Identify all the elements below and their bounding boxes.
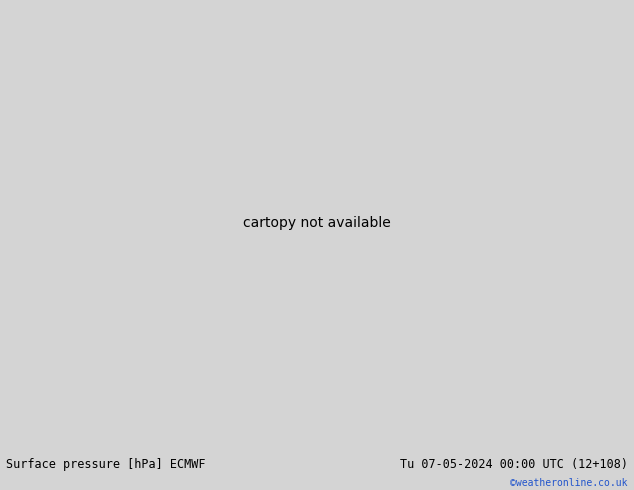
Text: ©weatheronline.co.uk: ©weatheronline.co.uk bbox=[510, 478, 628, 488]
Text: cartopy not available: cartopy not available bbox=[243, 216, 391, 230]
Text: Tu 07-05-2024 00:00 UTC (12+108): Tu 07-05-2024 00:00 UTC (12+108) bbox=[399, 458, 628, 471]
Text: Surface pressure [hPa] ECMWF: Surface pressure [hPa] ECMWF bbox=[6, 458, 206, 471]
